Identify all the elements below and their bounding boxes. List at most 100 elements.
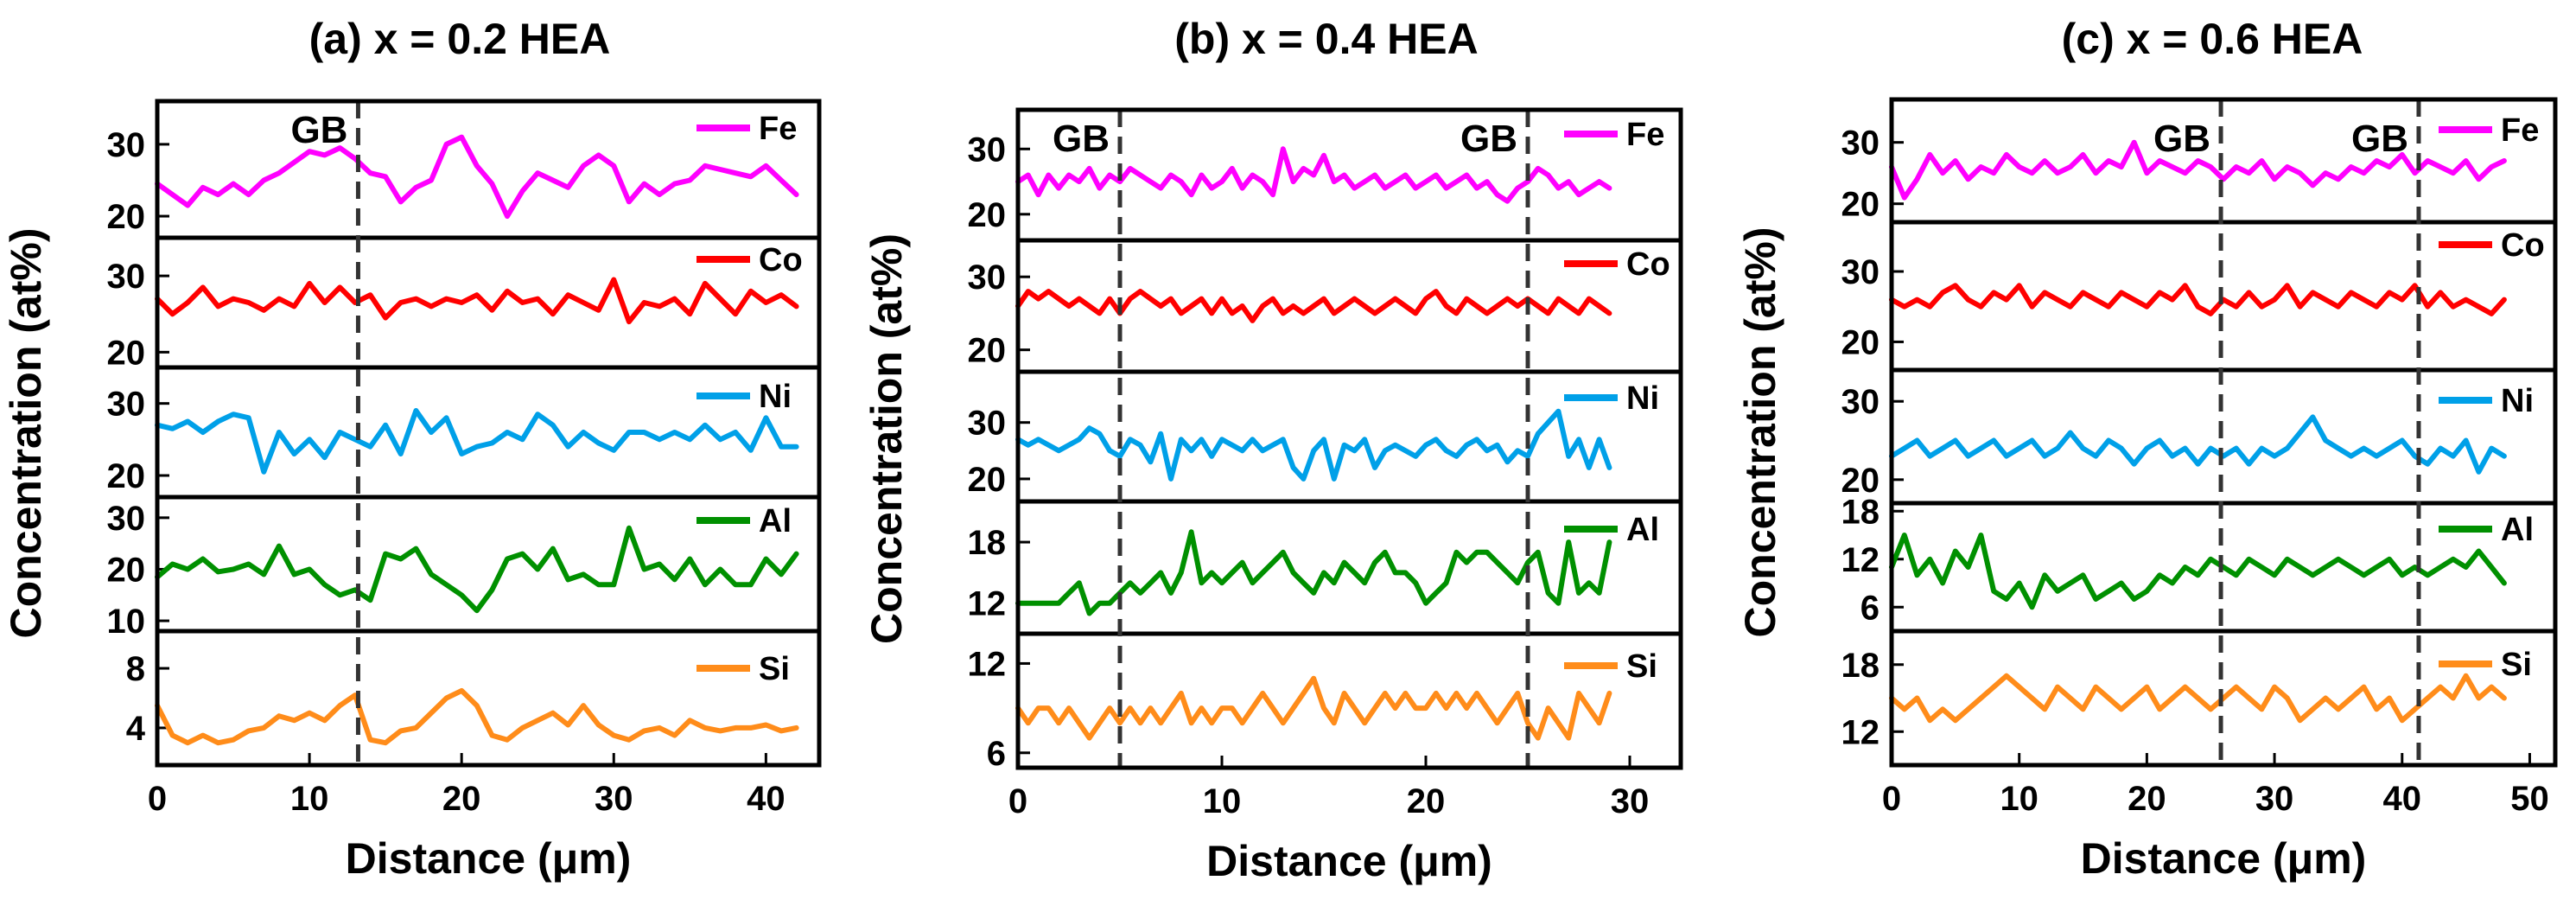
plot-frame <box>155 99 822 768</box>
panel-b: (b) x = 0.4 HEA 20 30 Fe 20 30 Co 20 30 Ni 12 18 Al 6… <box>862 15 1683 885</box>
legend-label-si: Si <box>759 651 790 687</box>
subplot-si: 6 12 Si <box>968 645 1657 772</box>
series-line-si <box>155 687 799 746</box>
y-tick-label: 4 <box>126 710 146 748</box>
y-tick-label: 12 <box>1841 541 1880 579</box>
y-axis-label: Concentration (at%) <box>2 228 50 639</box>
subplot-fe: 20 30 Fe <box>968 117 1665 234</box>
series-line-fe <box>1015 146 1612 204</box>
x-tick-label: 10 <box>1203 782 1242 820</box>
y-tick-label: 8 <box>126 650 145 688</box>
y-tick-label: 30 <box>107 500 146 538</box>
y-tick-label: 20 <box>107 198 146 236</box>
y-tick-label: 20 <box>107 334 146 372</box>
y-tick-label: 6 <box>1860 589 1880 627</box>
legend-label-ni: Ni <box>2501 383 2534 419</box>
y-tick-label: 20 <box>1841 462 1880 500</box>
series-line-ni <box>1889 414 2507 475</box>
y-tick-label: 12 <box>968 645 1007 683</box>
series-line-co <box>155 277 799 325</box>
subplot-co: 20 30 Co <box>107 242 803 372</box>
x-tick-label: 30 <box>1611 782 1650 820</box>
subplot-al: 6 12 18 Al <box>1841 493 2535 627</box>
series-line-al <box>1015 529 1612 616</box>
legend-label-co: Co <box>759 242 803 278</box>
x-axis-label: Distance (μm) <box>1206 837 1492 885</box>
y-tick-label: 30 <box>968 258 1007 297</box>
subplot-al: 10 20 30 Al <box>107 500 799 641</box>
series-line-ni <box>1015 408 1612 482</box>
subplot-fe: 20 30 Fe <box>107 111 799 236</box>
y-tick-label: 30 <box>1841 124 1880 163</box>
plot-frame <box>1889 97 2558 768</box>
x-tick-label: 20 <box>1407 782 1446 820</box>
legend-label-fe: Fe <box>2501 112 2539 149</box>
y-tick-label: 20 <box>968 461 1007 499</box>
y-tick-label: 10 <box>107 603 146 641</box>
series-line-al <box>1889 533 2507 610</box>
y-tick-label: 30 <box>1841 253 1880 291</box>
x-axis-label: Distance (μm) <box>346 834 632 883</box>
y-tick-label: 30 <box>107 386 146 424</box>
x-tick-label: 50 <box>2510 780 2549 818</box>
series-line-co <box>1889 283 2507 316</box>
y-tick-label: 20 <box>1841 186 1880 224</box>
y-tick-label: 6 <box>987 735 1006 773</box>
x-tick-label: 40 <box>2383 780 2422 818</box>
panel-c: (c) x = 0.6 HEA 20 30 Fe 20 30 Co 20 30 Ni 6 12 18 Al… <box>1736 15 2558 883</box>
y-tick-label: 18 <box>968 524 1007 562</box>
gb-label: GB <box>2351 118 2408 160</box>
subplot-si: 12 18 Si <box>1841 647 2532 752</box>
panel-a: (a) x = 0.2 HEA 20 30 Fe 20 30 Co 20 30 Ni 10 20 30 A… <box>2 15 822 883</box>
y-axis-label: Concentration (at%) <box>862 233 911 644</box>
x-tick-label: 0 <box>1882 780 1901 818</box>
chart-title: (c) x = 0.6 HEA <box>2062 15 2363 63</box>
subplot-ni: 20 30 Ni <box>107 379 799 495</box>
y-tick-label: 30 <box>107 258 146 296</box>
series-line-al <box>155 525 799 614</box>
legend-label-co: Co <box>2501 227 2545 264</box>
y-tick-label: 20 <box>107 457 146 495</box>
legend-label-si: Si <box>2501 647 2532 683</box>
legend-label-fe: Fe <box>759 111 797 147</box>
legend-label-al: Al <box>1626 512 1659 548</box>
y-axis-label: Concentration (at%) <box>1736 227 1784 638</box>
legend-label-al: Al <box>2501 512 2534 548</box>
y-tick-label: 30 <box>968 131 1007 169</box>
y-tick-label: 18 <box>1841 647 1880 685</box>
subplot-ni: 20 30 Ni <box>968 380 1660 499</box>
series-line-fe <box>1889 139 2507 201</box>
y-tick-label: 20 <box>968 332 1007 370</box>
subplot-si: 4 8 Si <box>126 650 799 748</box>
y-tick-label: 30 <box>968 405 1007 443</box>
gb-label: GB <box>1053 118 1110 160</box>
subplot-co: 20 30 Co <box>1841 227 2545 361</box>
subplot-fe: 20 30 Fe <box>1841 112 2540 224</box>
legend-label-fe: Fe <box>1626 117 1664 153</box>
x-tick-label: 30 <box>2255 780 2294 818</box>
plot-frame <box>1015 107 1683 770</box>
x-tick-label: 20 <box>2128 780 2166 818</box>
y-tick-label: 18 <box>1841 493 1880 531</box>
x-axis-label: Distance (μm) <box>2081 834 2367 883</box>
series-line-si <box>1889 673 2507 724</box>
subplot-co: 20 30 Co <box>968 246 1670 370</box>
y-tick-label: 20 <box>1841 323 1880 361</box>
gb-label: GB <box>290 109 347 151</box>
legend-label-al: Al <box>759 503 792 539</box>
x-tick-label: 20 <box>442 780 481 818</box>
y-tick-label: 30 <box>107 126 146 164</box>
x-tick-label: 0 <box>148 780 167 818</box>
legend-label-ni: Ni <box>759 379 792 415</box>
y-tick-label: 12 <box>1841 713 1880 751</box>
x-tick-label: 30 <box>595 780 633 818</box>
gb-label: GB <box>2153 118 2210 160</box>
x-tick-label: 10 <box>2000 780 2039 818</box>
y-tick-label: 20 <box>968 196 1007 234</box>
x-tick-label: 0 <box>1008 782 1027 820</box>
series-line-co <box>1015 289 1612 323</box>
legend-label-ni: Ni <box>1626 380 1659 417</box>
x-tick-label: 10 <box>290 780 329 818</box>
legend-label-si: Si <box>1626 648 1657 685</box>
